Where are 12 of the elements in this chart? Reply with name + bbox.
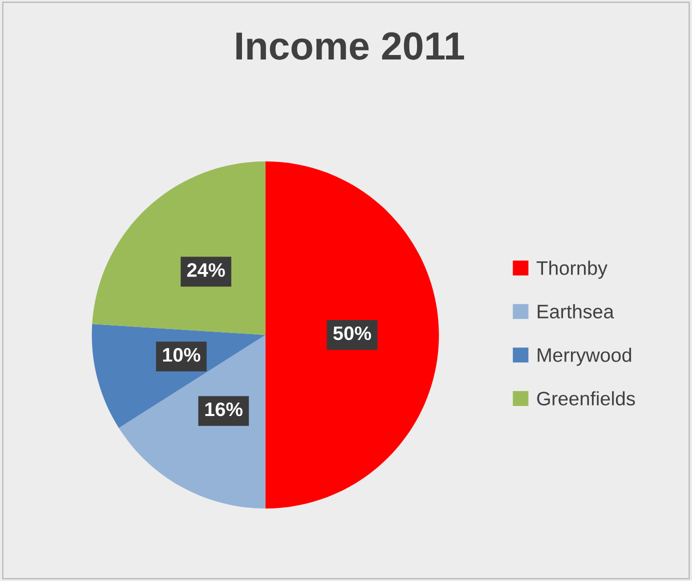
legend-label: Earthsea — [538, 304, 614, 318]
pie-slice — [118, 334, 266, 508]
chart-title: Income 2011 — [236, 32, 464, 60]
pie-slice — [92, 161, 266, 335]
data-label: 10% — [163, 348, 200, 362]
data-label: 16% — [205, 402, 243, 416]
legend-label: Merrywood — [538, 348, 632, 366]
data-label: 24% — [187, 263, 225, 277]
legend-label: Greenfields — [537, 391, 635, 406]
data-label: 50% — [333, 326, 372, 340]
legend-label: Thornby — [536, 260, 608, 279]
pie-slice — [265, 161, 439, 508]
